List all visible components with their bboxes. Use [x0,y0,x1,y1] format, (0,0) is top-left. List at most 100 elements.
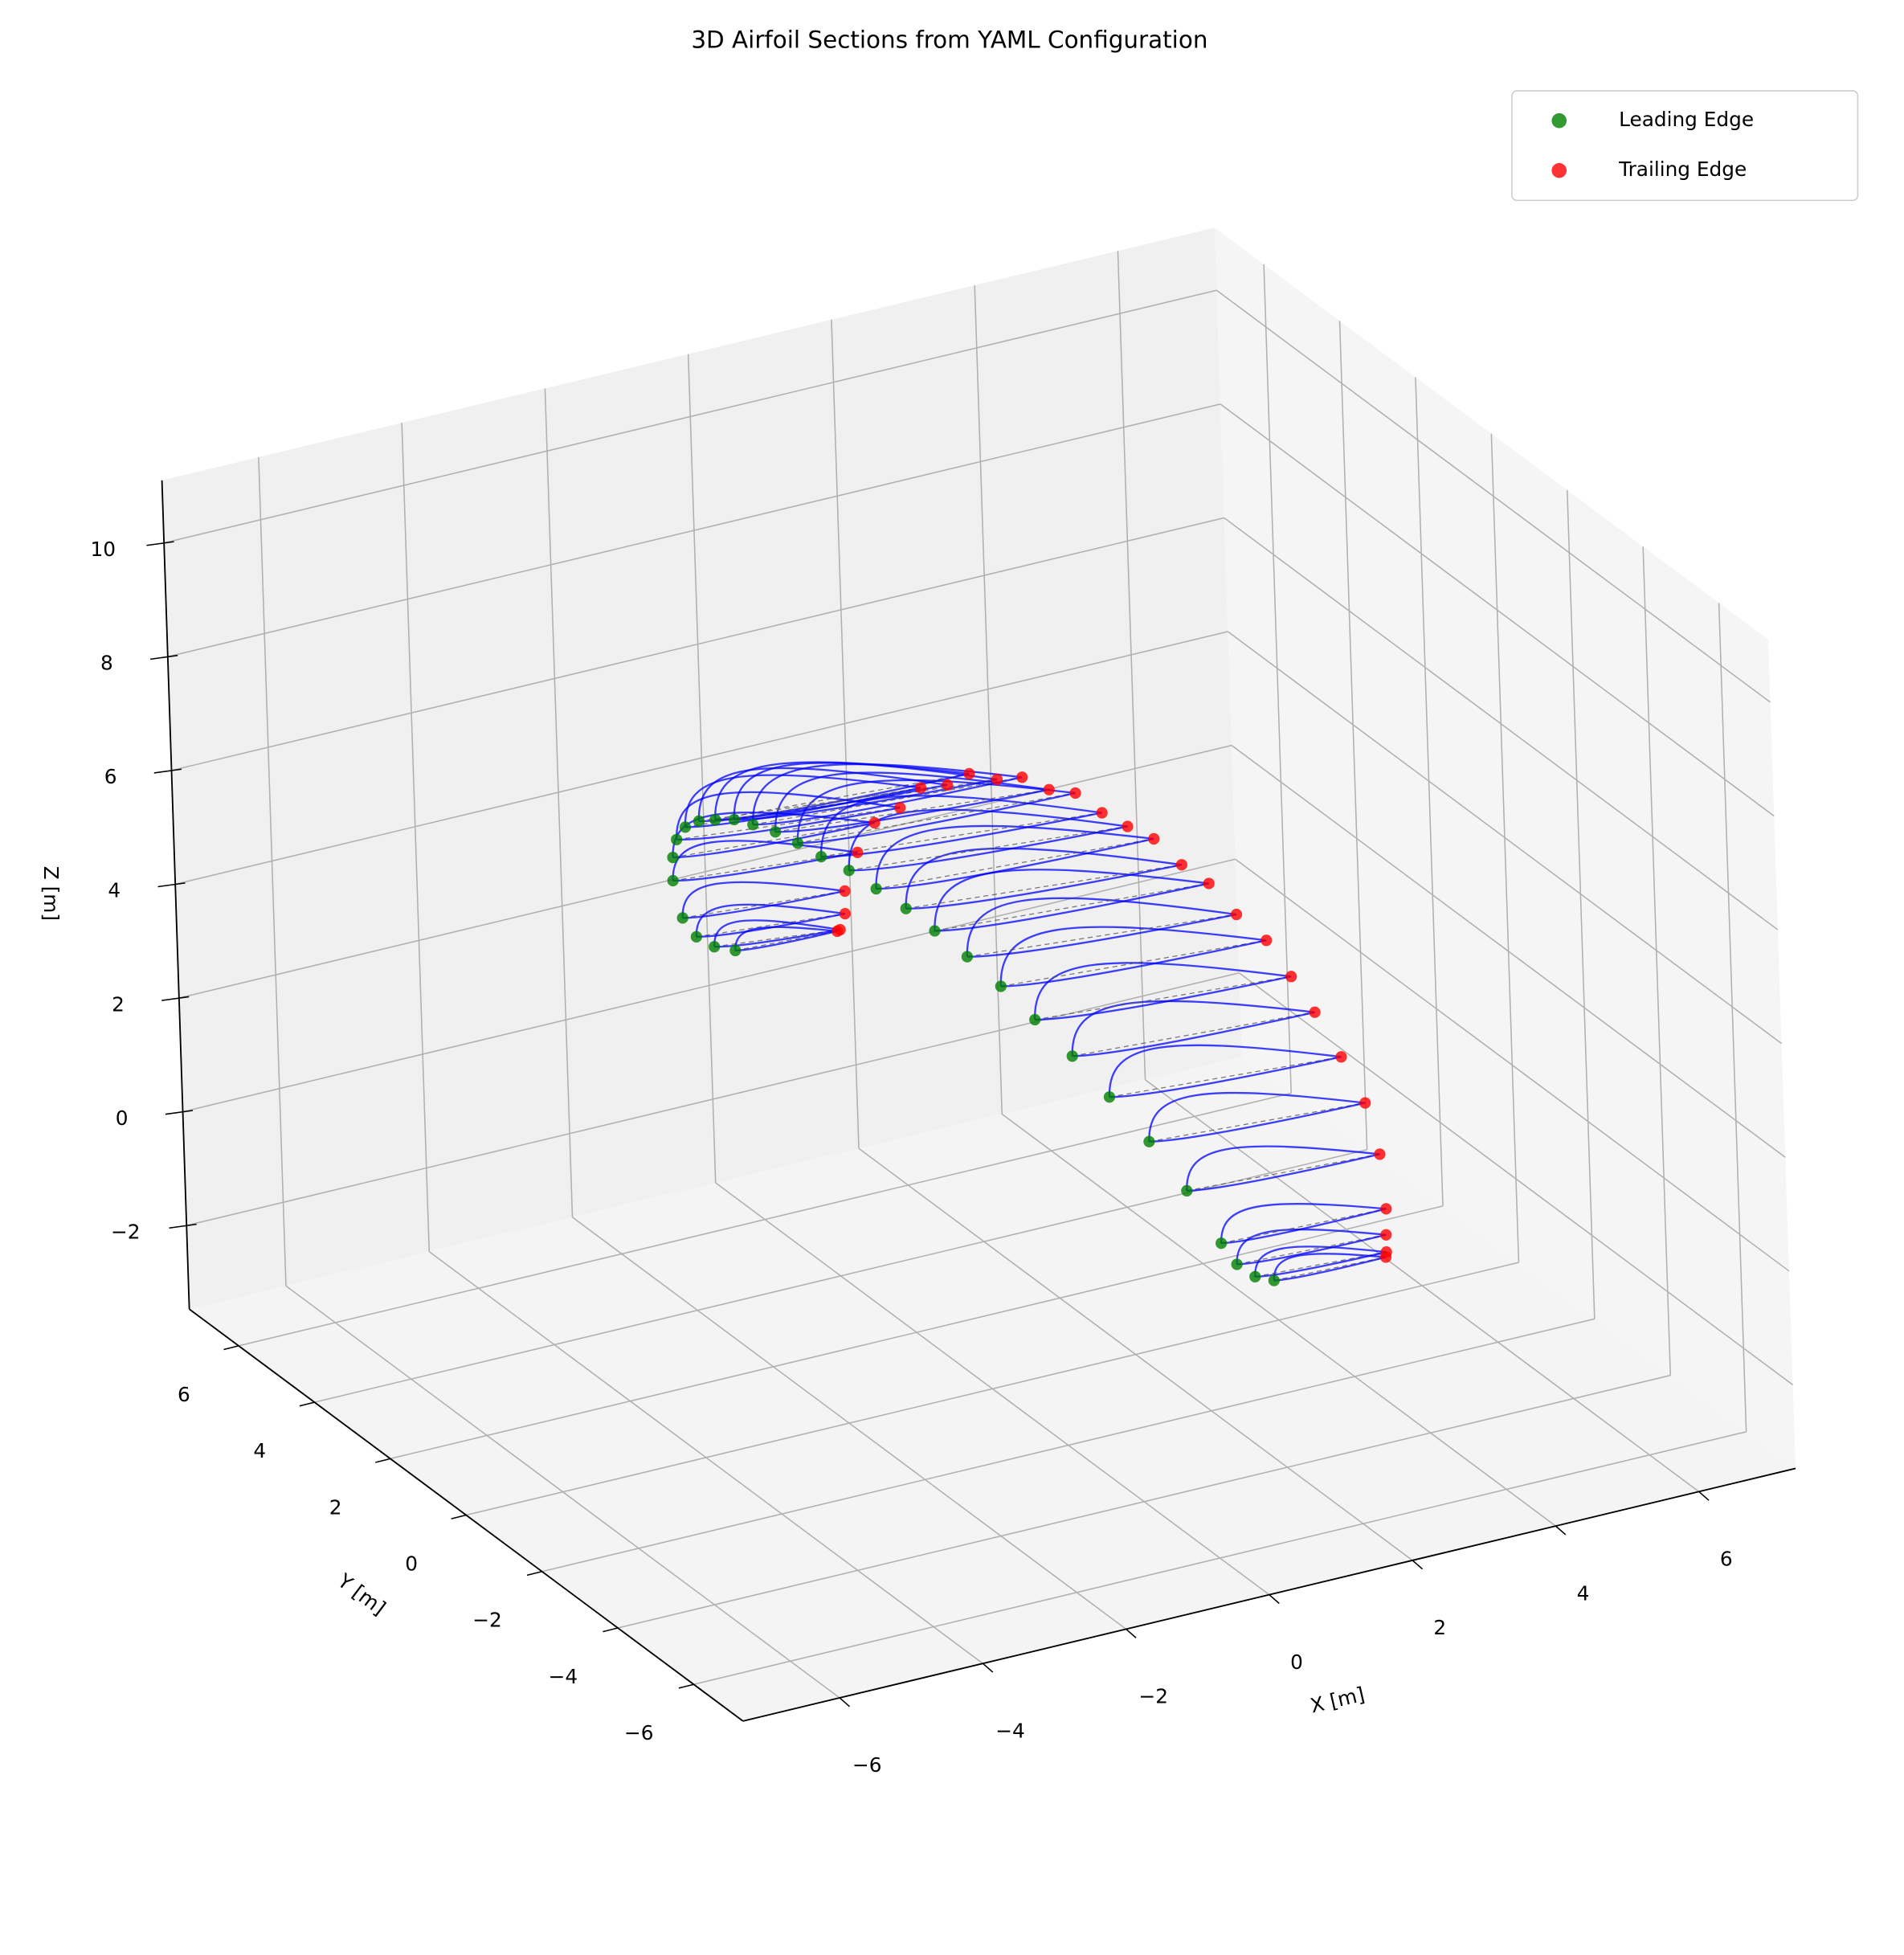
grid-line [163,289,1217,544]
grid-line [401,423,431,1252]
grid-line [1263,264,1292,1094]
point [729,944,742,957]
point [1309,1006,1321,1018]
z-tick [150,654,178,661]
y-axis-label: Y [m] [333,1568,390,1620]
y-axis-line [189,1308,744,1722]
point [942,779,954,791]
legend-marker [1551,112,1567,129]
z-tick-label: 0 [116,1106,129,1130]
x-tick-label: 0 [1290,1650,1303,1674]
z-tick [169,1223,197,1229]
y-tick-label: 6 [178,1383,190,1406]
point [1203,877,1215,890]
airfoil-upper [1034,962,1292,1020]
y-tick [526,1571,542,1577]
y-tick-label: −4 [549,1665,578,1688]
y-tick [299,1401,315,1407]
airfoil-upper [1071,1000,1315,1057]
grid-line [831,319,860,1149]
airfoil-lower [1273,1256,1387,1282]
point [1380,1203,1392,1215]
grid-line [1490,433,1520,1263]
grid-line [1216,289,1771,703]
grid-line [1235,858,1790,1272]
airfoil-upper [697,767,948,821]
x-tick [982,1663,994,1673]
point [747,819,759,831]
airfoil-upper [734,926,838,951]
point [839,908,852,920]
chord-line [876,838,1154,890]
chord-line [684,787,921,828]
grid-line [1227,631,1783,1045]
point [852,846,864,858]
grid-line [178,744,1232,999]
point [843,865,855,877]
x-tick-label: −4 [995,1719,1025,1742]
grid-line [1338,321,1368,1150]
point [690,930,703,943]
grid-line [1220,403,1775,817]
point [870,883,882,895]
point [995,980,1007,992]
point [839,885,851,898]
point [1016,771,1028,783]
grid-line [1566,489,1596,1319]
grid-line [544,388,574,1217]
point [900,902,912,914]
point [1268,1274,1280,1286]
x-tick-label: 2 [1433,1616,1446,1639]
point [1231,1258,1243,1270]
y-tick-label: −2 [472,1609,502,1632]
z-axis-label: Z [m] [39,866,63,921]
point [1148,832,1160,845]
chord-line [821,812,1102,857]
chord-line [966,914,1237,958]
grid-line [974,285,1003,1115]
y-tick [451,1514,467,1519]
x-tick-label: −6 [852,1753,882,1777]
x-axis-label: X [m] [1308,1683,1367,1718]
point [709,941,721,953]
x-tick [1698,1491,1710,1501]
chord-line [1072,1012,1315,1057]
point [1181,1184,1193,1197]
z-tick [161,996,190,1001]
x-tick-label: 6 [1720,1548,1733,1571]
grid-line [687,354,717,1184]
grid-line [390,1205,1444,1460]
point [991,773,1003,786]
airfoil-upper [752,763,1023,825]
grid-line [617,1374,1671,1629]
point [961,951,974,963]
airfoil-lower [797,791,1076,845]
airfoil-upper [1186,1145,1380,1191]
y-tick [603,1627,619,1633]
point [1029,1013,1041,1026]
airfoil-upper [681,881,845,918]
airfoil-upper [905,847,1183,909]
z-tick-label: 2 [112,992,125,1016]
airfoil-lower [753,776,1023,826]
grid-line [1117,251,1146,1080]
z-tick [153,768,182,774]
point [1143,1135,1155,1147]
airfoil-lower [1187,1153,1380,1192]
y-tick-label: 2 [329,1495,342,1519]
grid-line [171,517,1224,771]
grid-line [1231,744,1786,1158]
chord-line [905,864,1182,910]
chord-line [797,792,1076,844]
airfoil-upper [672,840,858,881]
chord-line [676,807,901,840]
chord-line [1255,1251,1387,1278]
point [1285,971,1297,983]
point [894,802,906,814]
legend-label: Leading Edge [1619,108,1754,131]
point [963,767,975,779]
point [929,925,941,937]
x-tick [1412,1560,1424,1570]
z-tick-label: 8 [100,652,113,675]
